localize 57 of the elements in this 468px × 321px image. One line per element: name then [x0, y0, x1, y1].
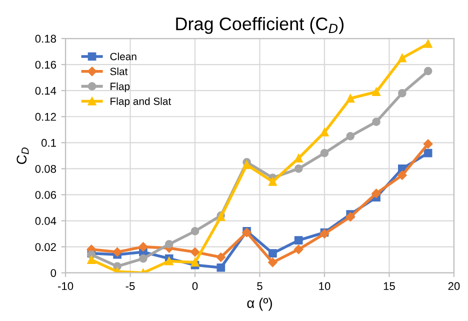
- point: [346, 212, 355, 222]
- legend-label: Slat: [110, 68, 128, 76]
- y-tick-label: 0.02: [35, 243, 56, 251]
- point: [268, 249, 277, 258]
- point: [346, 94, 355, 103]
- point: [294, 244, 304, 254]
- y-tick-label: 0.04: [35, 217, 56, 225]
- x-tick-label: -5: [126, 282, 135, 290]
- x-tick-label: 20: [448, 282, 460, 290]
- point: [294, 236, 303, 244]
- point: [268, 178, 277, 186]
- point: [112, 247, 122, 257]
- x-tick-label: 5: [257, 282, 262, 290]
- y-tick-label: 0.14: [35, 86, 56, 95]
- x-tick-label: 15: [384, 282, 395, 290]
- point: [190, 247, 200, 257]
- point: [372, 88, 380, 96]
- y-tick-label: 0.16: [35, 60, 56, 69]
- point: [242, 160, 251, 169]
- y-tick-label: 0.18: [35, 34, 56, 43]
- point: [398, 89, 406, 98]
- point: [320, 128, 329, 136]
- point: [268, 258, 278, 268]
- legend-label: Clean: [110, 52, 136, 60]
- legend-label: Flap: [110, 82, 130, 92]
- point: [320, 148, 329, 158]
- point: [87, 256, 96, 264]
- point: [424, 40, 432, 48]
- x-tick-label: -10: [58, 282, 74, 290]
- point: [138, 242, 148, 252]
- y-axis-title: C$_{D}$: [16, 148, 29, 164]
- point: [190, 258, 200, 267]
- point: [216, 263, 226, 272]
- chart-title: Drag Coefficient (C$_{D}$): [176, 17, 344, 34]
- legend-label: Flap and Slat: [110, 97, 172, 108]
- y-tick-label: 0.12: [35, 112, 56, 121]
- x-tick-label: 10: [319, 282, 330, 290]
- y-tick-label: 0.1: [41, 138, 56, 147]
- y-tick-label: 0.08: [35, 164, 56, 173]
- point: [372, 188, 381, 198]
- point: [398, 170, 407, 180]
- point: [139, 254, 148, 263]
- point: [372, 118, 380, 126]
- point: [346, 132, 355, 140]
- x-axis-title: α (º): [247, 298, 272, 311]
- point: [423, 139, 433, 149]
- x-tick-label: 0: [192, 282, 198, 290]
- y-tick-label: 0.06: [35, 191, 56, 199]
- point: [424, 66, 432, 76]
- point: [164, 240, 174, 248]
- point: [216, 252, 226, 262]
- point: [398, 54, 406, 62]
- point: [294, 164, 303, 173]
- point: [164, 256, 174, 266]
- point: [424, 148, 432, 158]
- y-tick-label: 0: [50, 269, 56, 277]
- point: [190, 227, 200, 236]
